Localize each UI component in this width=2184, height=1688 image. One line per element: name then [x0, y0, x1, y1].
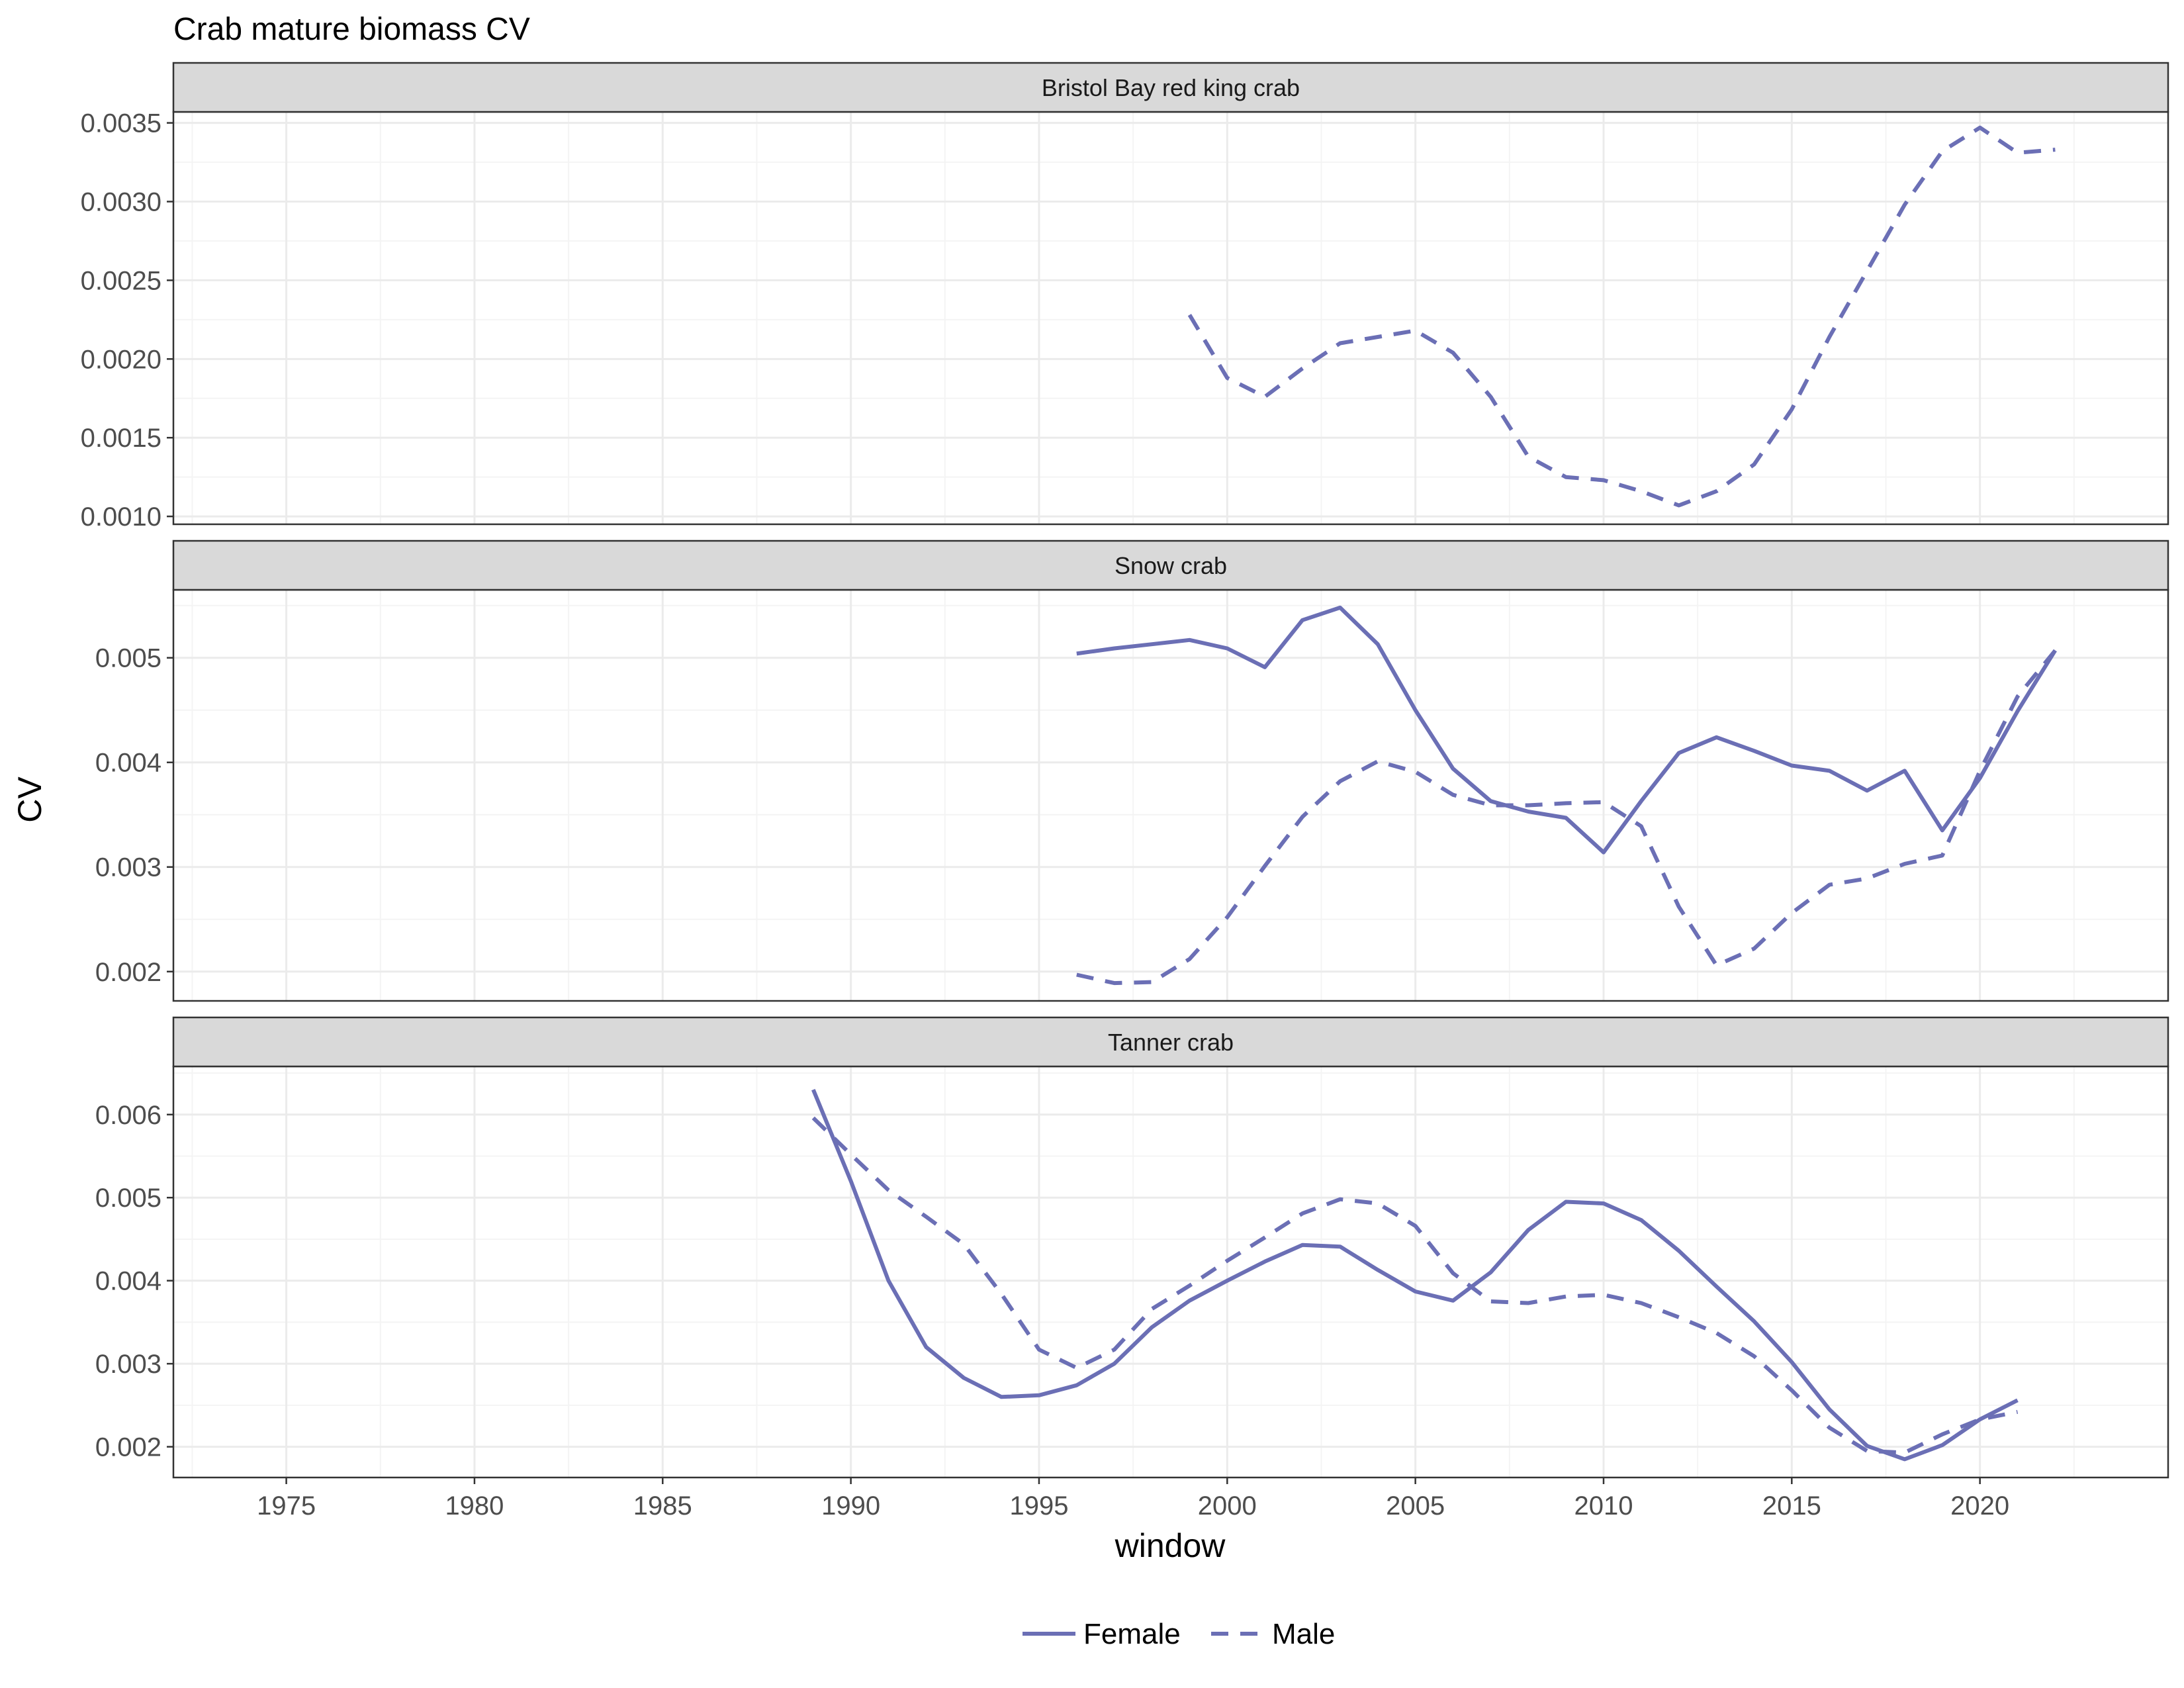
y-tick-label: 0.0010: [81, 502, 161, 532]
y-tick-label: 0.005: [95, 1184, 161, 1213]
panel-3: 0.002 0.003 0.004 0.005 0.006 Tanner crab: [95, 1016, 2169, 1479]
x-axis: 1975 1980 1985 1990 1995 2000 2005 2010 2015 2020: [257, 1477, 2009, 1521]
y-tick-label: 0.0025: [81, 266, 161, 295]
y-tick-label: 0.003: [95, 853, 161, 882]
x-tick-label: 2020: [1950, 1491, 2009, 1521]
y-tick-label: 0.0030: [81, 188, 161, 217]
y-tick-label: 0.002: [95, 958, 161, 987]
panel-background: [173, 590, 2168, 1001]
strip-background: [172, 1016, 2169, 1068]
y-tick-label: 0.003: [95, 1350, 161, 1379]
strip-background: [172, 539, 2169, 591]
strip-background: [172, 62, 2169, 113]
y-tick-label: 0.004: [95, 1267, 161, 1296]
legend-label-female: Female: [1083, 1618, 1181, 1650]
y-tick-label: 0.0020: [81, 345, 161, 374]
legend-label-male: Male: [1272, 1618, 1335, 1650]
chart-title: Crab mature biomass CV: [173, 12, 530, 47]
x-tick-label: 2010: [1574, 1491, 1633, 1521]
x-tick-label: 2000: [1198, 1491, 1257, 1521]
x-tick-label: 2015: [1762, 1491, 1821, 1521]
series-line-male: [811, 1116, 2019, 1455]
series-line-male: [1187, 125, 2056, 508]
x-tick-label: 1995: [1009, 1491, 1068, 1521]
y-tick-label: 0.006: [95, 1101, 161, 1130]
legend: Female Male: [1023, 1618, 1335, 1650]
x-tick-label: 1990: [821, 1491, 880, 1521]
strip-label: Snow crab: [1115, 552, 1227, 579]
y-tick-label: 0.002: [95, 1433, 161, 1462]
x-tick-label: 1975: [257, 1491, 316, 1521]
panel-background: [173, 112, 2168, 524]
y-tick-label: 0.0035: [81, 109, 161, 138]
x-axis-title: window: [1115, 1527, 1226, 1564]
y-axis-title: CV: [11, 776, 48, 823]
panel-1: 0.0010 0.0015 0.0020 0.0025 0.0030 0.0035 Bris…: [81, 62, 2169, 532]
panel-2: 0.002 0.003 0.004 0.005 Snow crab: [95, 539, 2169, 1002]
x-tick-label: 1985: [633, 1491, 692, 1521]
x-tick-label: 2005: [1386, 1491, 1445, 1521]
y-tick-label: 0.004: [95, 749, 161, 778]
facet-panels: 0.0010 0.0015 0.0020 0.0025 0.0030 0.0035 Bris…: [81, 62, 2169, 1479]
series-line-female: [1076, 605, 2057, 855]
panel-background: [173, 1066, 2168, 1477]
strip-label: Tanner crab: [1108, 1029, 1234, 1056]
strip-label: Bristol Bay red king crab: [1042, 74, 1300, 101]
y-tick-label: 0.005: [95, 644, 161, 673]
series-line-male: [1076, 649, 2057, 986]
series-line-female: [811, 1088, 2019, 1462]
x-tick-label: 1980: [445, 1491, 504, 1521]
y-tick-label: 0.0015: [81, 424, 161, 453]
